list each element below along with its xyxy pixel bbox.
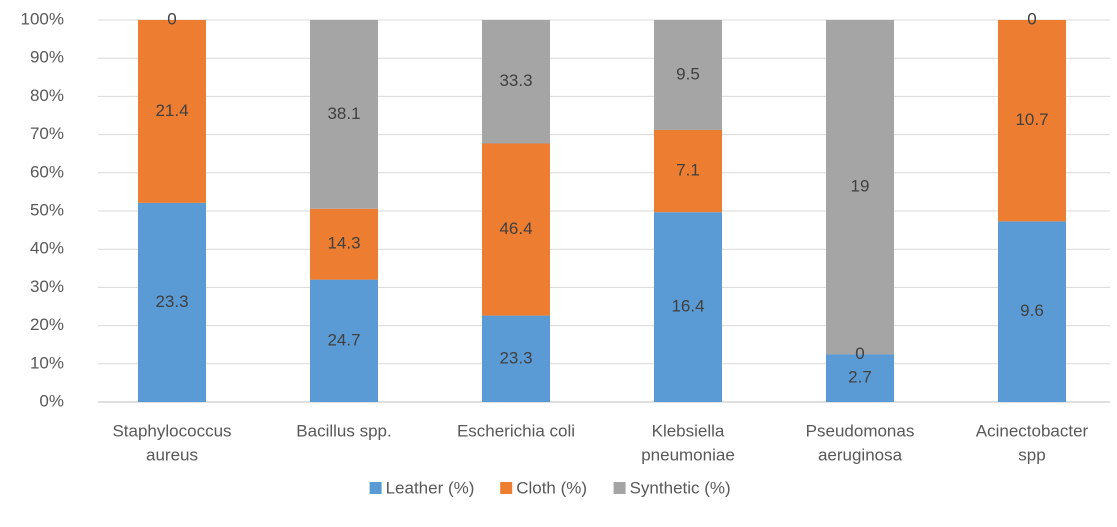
- y-tick-label: 50%: [30, 200, 64, 219]
- bar-segment: [654, 212, 722, 402]
- data-label: 46.4: [499, 219, 532, 238]
- y-tick-label: 60%: [30, 162, 64, 181]
- data-label: 2.7: [848, 368, 872, 387]
- bar-segment: [654, 129, 722, 213]
- x-tick-label: Bacillus spp.: [296, 421, 391, 440]
- y-tick-label: 80%: [30, 86, 64, 105]
- y-tick-label: 100%: [21, 9, 64, 28]
- x-tick-label: Staphylococcus: [112, 421, 231, 440]
- data-label: 19: [851, 177, 870, 196]
- bar-segment: [482, 315, 550, 402]
- data-label: 16.4: [671, 297, 704, 316]
- data-label: 23.3: [499, 348, 532, 367]
- bar-segment: [138, 202, 206, 402]
- legend-swatch: [500, 482, 513, 494]
- bar-segment: [482, 143, 550, 316]
- y-tick-label: 90%: [30, 48, 64, 67]
- data-label: 23.3: [155, 292, 188, 311]
- data-label: 24.7: [327, 330, 360, 349]
- y-tick-label: 10%: [30, 353, 64, 372]
- bar-segment: [998, 221, 1066, 402]
- legend-swatch: [613, 482, 626, 494]
- bar-segment: [998, 20, 1066, 222]
- y-tick-label: 70%: [30, 124, 64, 143]
- x-tick-label: pneumoniae: [641, 445, 735, 464]
- x-tick-label: spp: [1018, 445, 1045, 464]
- y-tick-label: 30%: [30, 277, 64, 296]
- y-tick-label: 20%: [30, 315, 64, 334]
- data-label: 7.1: [676, 161, 700, 180]
- data-label: 33.3: [499, 71, 532, 90]
- bar-segment: [310, 208, 378, 280]
- bar-segment: [826, 20, 894, 355]
- data-label: 14.3: [327, 234, 360, 253]
- legend-swatch: [369, 482, 382, 494]
- bar-segment: [310, 279, 378, 402]
- bar-segment: [826, 354, 894, 402]
- legend-label: Synthetic (%): [630, 478, 731, 497]
- data-label: 10.7: [1015, 110, 1048, 129]
- y-tick-label: 40%: [30, 239, 64, 258]
- x-tick-label: aeruginosa: [818, 445, 903, 464]
- bar-segment: [654, 20, 722, 130]
- x-tick-label: Escherichia coli: [457, 421, 575, 440]
- legend-label: Leather (%): [386, 478, 475, 497]
- data-label: 21.4: [155, 101, 188, 120]
- bar-segment: [482, 20, 550, 144]
- x-tick-label: Acinectobacter: [976, 421, 1089, 440]
- data-label: 9.5: [676, 64, 700, 83]
- bar-segment: [310, 20, 378, 209]
- bar-segment: [138, 20, 206, 203]
- data-label: 0: [167, 9, 176, 28]
- data-label: 0: [855, 344, 864, 363]
- x-tick-label: Klebsiella: [652, 421, 725, 440]
- y-tick-label: 0%: [39, 391, 64, 410]
- data-label: 0: [1027, 9, 1036, 28]
- data-label: 38.1: [327, 104, 360, 123]
- data-label: 9.6: [1020, 301, 1044, 320]
- legend-label: Cloth (%): [516, 478, 587, 497]
- x-tick-label: aureus: [146, 445, 198, 464]
- x-tick-label: Pseudomonas: [806, 421, 915, 440]
